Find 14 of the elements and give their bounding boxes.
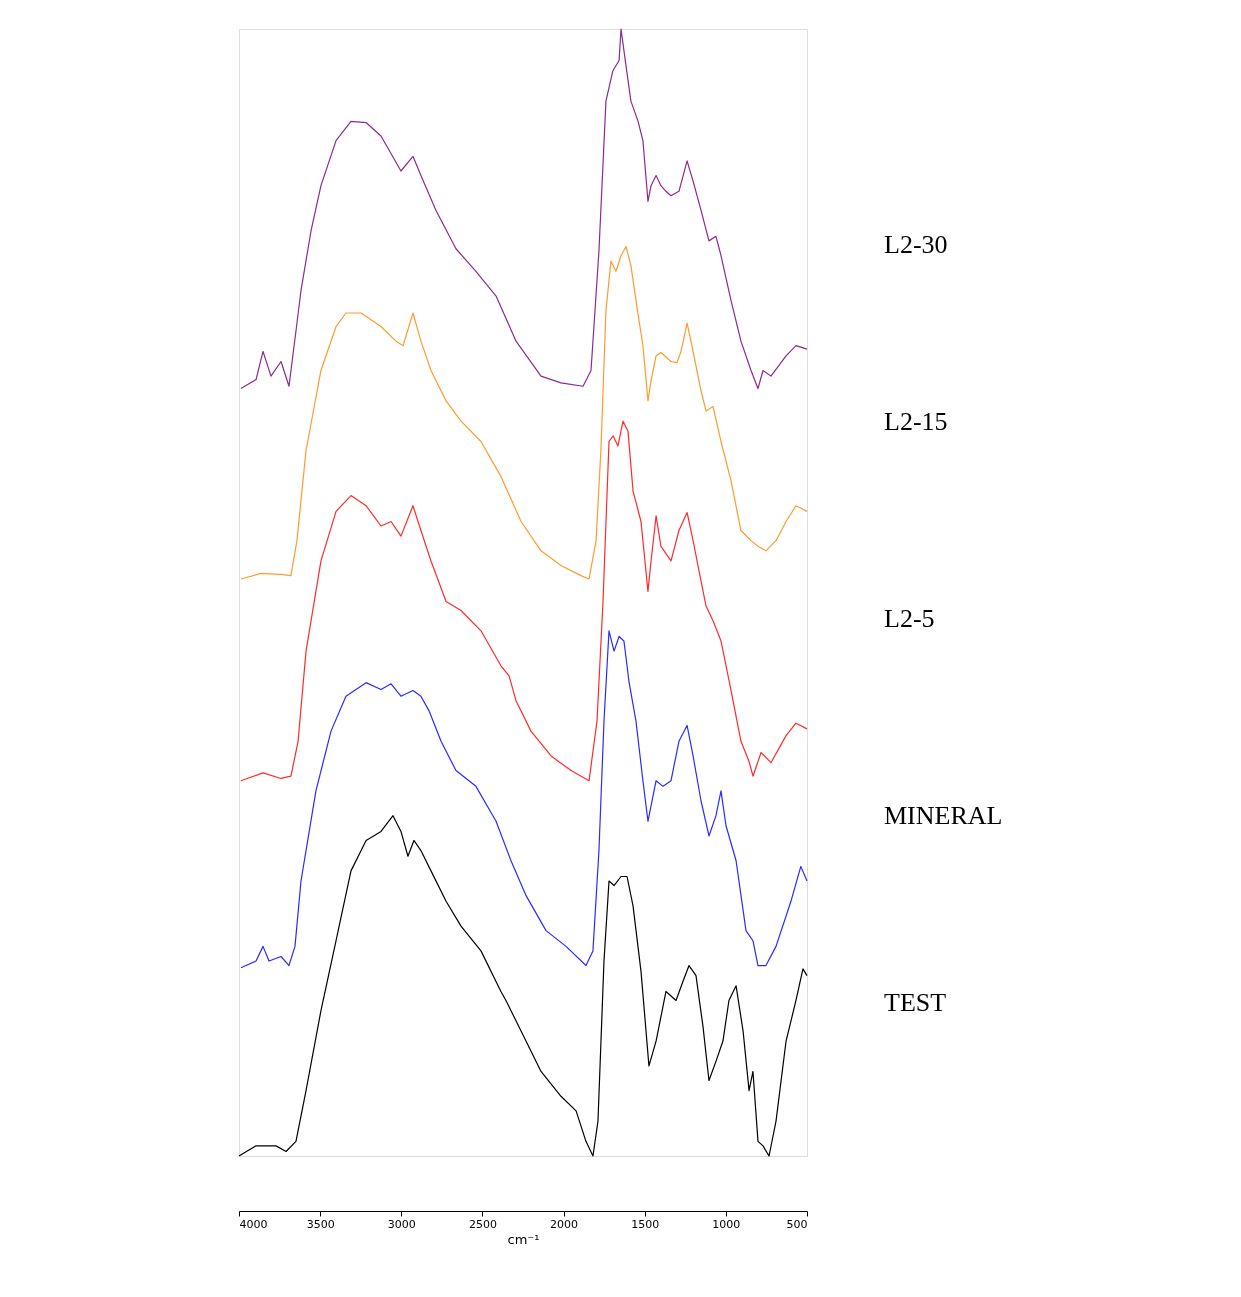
x-tick-label: 3500 [306, 1217, 335, 1231]
text: L2-5 [884, 604, 935, 634]
text: L2-15 [884, 407, 948, 437]
x-tick-label: 500 [786, 1217, 808, 1231]
x-axis-title: cm⁻¹ [507, 1231, 540, 1247]
text: L2-30 [884, 229, 948, 259]
x-tick-label: 2000 [550, 1217, 579, 1231]
x-tick-label: 3000 [387, 1217, 416, 1231]
text: MINERAL [884, 801, 1003, 831]
x-tick-label: 4000 [239, 1217, 268, 1231]
x-tick-label: 2500 [468, 1217, 497, 1231]
x-tick-label: 1500 [631, 1217, 660, 1231]
x-tick-label: 1000 [712, 1217, 741, 1231]
text: TEST [884, 988, 947, 1018]
